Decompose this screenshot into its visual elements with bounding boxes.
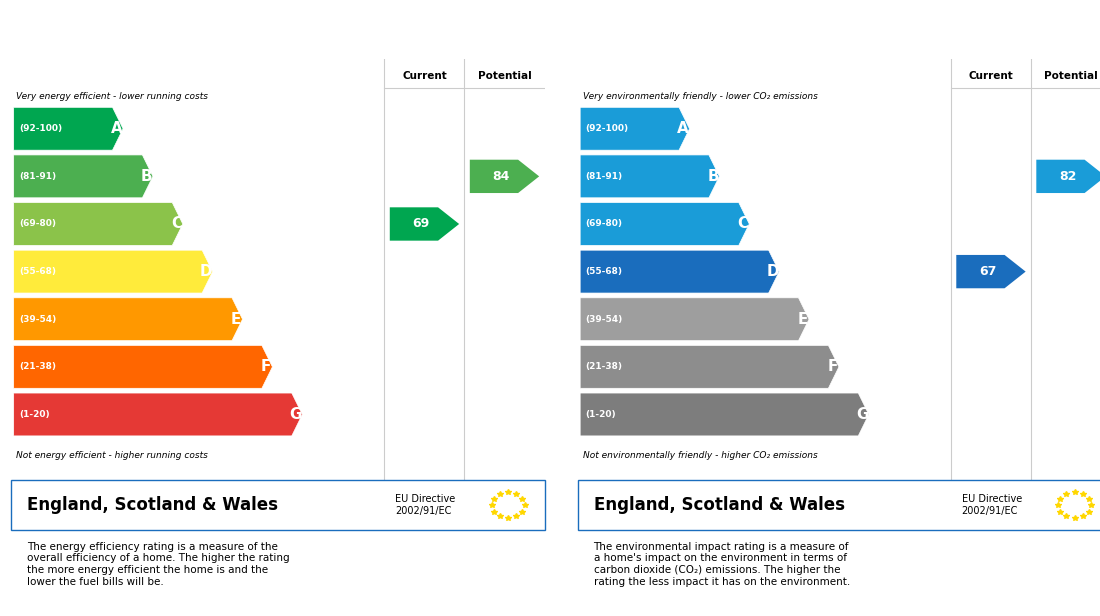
Text: F: F [261, 359, 272, 375]
Text: Very environmentally friendly - lower CO₂ emissions: Very environmentally friendly - lower CO… [583, 92, 817, 101]
Text: B: B [707, 169, 719, 184]
Polygon shape [580, 298, 808, 341]
Text: A: A [678, 121, 689, 136]
Polygon shape [580, 203, 749, 245]
Text: Energy Efficiency Rating: Energy Efficiency Rating [28, 26, 274, 44]
Polygon shape [13, 155, 153, 198]
Text: B: B [141, 169, 153, 184]
Polygon shape [580, 107, 690, 150]
Text: (1-20): (1-20) [585, 410, 616, 419]
Text: 82: 82 [1059, 170, 1076, 183]
Text: D: D [767, 264, 779, 279]
Polygon shape [580, 393, 869, 436]
Text: (55-68): (55-68) [585, 267, 623, 276]
Polygon shape [13, 203, 183, 245]
Text: (39-54): (39-54) [19, 315, 56, 324]
Text: Potential: Potential [1044, 71, 1098, 81]
Text: The energy efficiency rating is a measure of the
overall efficiency of a home. T: The energy efficiency rating is a measur… [28, 542, 289, 586]
Text: The environmental impact rating is a measure of
a home's impact on the environme: The environmental impact rating is a mea… [594, 542, 850, 586]
Text: EU Directive
2002/91/EC: EU Directive 2002/91/EC [395, 494, 455, 516]
Polygon shape [13, 250, 212, 293]
Polygon shape [956, 255, 1025, 288]
Text: (55-68): (55-68) [19, 267, 56, 276]
Polygon shape [580, 346, 839, 388]
Text: England, Scotland & Wales: England, Scotland & Wales [594, 496, 845, 514]
Text: (39-54): (39-54) [585, 315, 623, 324]
Polygon shape [13, 346, 273, 388]
Text: E: E [231, 312, 241, 326]
Text: G: G [856, 407, 869, 422]
Text: 69: 69 [412, 217, 430, 230]
Polygon shape [13, 393, 302, 436]
Text: (92-100): (92-100) [19, 124, 62, 133]
FancyBboxPatch shape [11, 480, 544, 530]
Text: Very energy efficient - lower running costs: Very energy efficient - lower running co… [16, 92, 208, 101]
Text: F: F [827, 359, 838, 375]
Text: D: D [200, 264, 212, 279]
Polygon shape [580, 155, 719, 198]
Text: (21-38): (21-38) [19, 362, 56, 371]
Text: (21-38): (21-38) [585, 362, 623, 371]
Text: Current: Current [969, 71, 1013, 81]
Polygon shape [1036, 160, 1100, 193]
Text: C: C [170, 216, 182, 232]
Polygon shape [580, 250, 779, 293]
FancyBboxPatch shape [578, 480, 1100, 530]
Text: (81-91): (81-91) [19, 172, 56, 181]
Text: (1-20): (1-20) [19, 410, 50, 419]
Text: (92-100): (92-100) [585, 124, 628, 133]
Text: G: G [289, 407, 302, 422]
Text: Not environmentally friendly - higher CO₂ emissions: Not environmentally friendly - higher CO… [583, 451, 817, 460]
Text: A: A [111, 121, 122, 136]
Text: England, Scotland & Wales: England, Scotland & Wales [28, 496, 278, 514]
Polygon shape [389, 208, 459, 241]
Polygon shape [13, 107, 123, 150]
Text: (81-91): (81-91) [585, 172, 623, 181]
Text: EU Directive
2002/91/EC: EU Directive 2002/91/EC [961, 494, 1022, 516]
Text: (69-80): (69-80) [585, 219, 623, 229]
Text: (69-80): (69-80) [19, 219, 56, 229]
Text: Potential: Potential [477, 71, 531, 81]
Text: 67: 67 [979, 265, 997, 278]
Text: Not energy efficient - higher running costs: Not energy efficient - higher running co… [16, 451, 208, 460]
Text: Current: Current [403, 71, 447, 81]
Text: Environmental Impact (CO₂) Rating: Environmental Impact (CO₂) Rating [594, 26, 948, 44]
Text: 84: 84 [493, 170, 509, 183]
Polygon shape [470, 160, 539, 193]
Polygon shape [13, 298, 242, 341]
Text: E: E [798, 312, 807, 326]
Text: C: C [737, 216, 748, 232]
